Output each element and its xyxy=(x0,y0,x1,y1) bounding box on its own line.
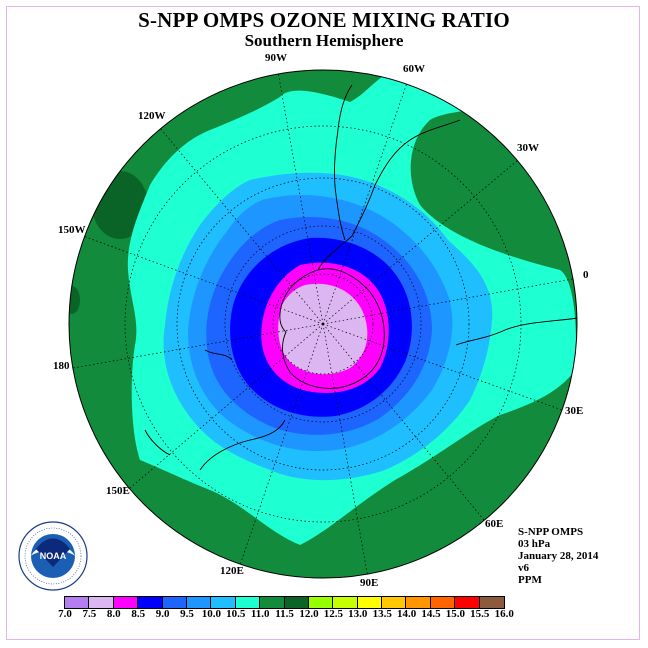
lat-circle-50 xyxy=(124,125,522,523)
figure-frame xyxy=(6,6,640,640)
south-america xyxy=(334,84,461,241)
colorbar-segment xyxy=(455,597,480,608)
lon-label-60e: 60E xyxy=(485,518,504,530)
colorbar-segment xyxy=(479,597,505,608)
lon-label-30e: 30E xyxy=(565,405,584,417)
noaa-logo-text: NOAA xyxy=(40,551,67,561)
lon-label-150e: 150E xyxy=(106,485,130,497)
colorbar-segment xyxy=(162,597,187,608)
colorbar-tick-label: 12.0 xyxy=(299,608,319,620)
colorbar-tick-label: 10.0 xyxy=(201,608,222,620)
map-subtitle: Southern Hemisphere xyxy=(244,31,404,50)
lon-label-0: 0 xyxy=(583,269,589,281)
colorbar-segment xyxy=(406,597,431,608)
lon-label-180: 180 xyxy=(53,360,70,372)
antarctica-coast xyxy=(279,268,385,389)
colorbar-tick-label: 11.5 xyxy=(275,608,294,620)
info-date: January 28, 2014 xyxy=(518,550,599,562)
new-zealand xyxy=(144,349,233,456)
colorbar-segment xyxy=(186,597,212,608)
colorbar-tick-label: 9.0 xyxy=(155,608,170,620)
colorbar-segment xyxy=(113,597,139,608)
colorbar xyxy=(64,596,506,609)
colorbar-segment xyxy=(235,597,261,608)
info-block: S-NPP OMPS 03 hPa January 28, 2014 v6 PP… xyxy=(518,526,598,586)
colorbar-segment xyxy=(211,597,236,608)
info-level: 03 hPa xyxy=(518,538,551,550)
map-title: S-NPP OMPS OZONE MIXING RATIO xyxy=(138,8,510,32)
lon-label-120w: 120W xyxy=(138,110,166,122)
coastlines xyxy=(144,84,577,471)
colorbar-tick-label: 14.5 xyxy=(421,608,441,620)
colorbar-tick-label: 7.5 xyxy=(82,608,97,620)
colorbar-tick-label: 11.0 xyxy=(250,608,270,620)
band-12-0-edge xyxy=(69,286,80,314)
colorbar-segment xyxy=(65,597,90,608)
info-units: PPM xyxy=(518,574,542,586)
map-boundary xyxy=(68,69,578,579)
meridian-60w xyxy=(322,79,409,325)
africa-tip xyxy=(455,317,577,346)
australia xyxy=(199,419,286,471)
meridian-120w xyxy=(159,127,324,325)
colorbar-tick-label: 13.5 xyxy=(372,608,392,620)
colorbar-tick-label: 15.5 xyxy=(470,608,490,620)
lat-circle-60 xyxy=(176,177,470,471)
band-8-0 xyxy=(278,283,368,375)
lon-label-60w: 60W xyxy=(403,63,425,75)
colorbar-segment xyxy=(357,597,383,608)
colorbar-tick-label: 14.0 xyxy=(396,608,417,620)
meridian-90w xyxy=(277,71,324,325)
colorbar-segment xyxy=(430,597,456,608)
colorbar-tick-label: 16.0 xyxy=(494,608,514,620)
colorbar-tick-label: 15.0 xyxy=(445,608,466,620)
colorbar-tick-label: 13.0 xyxy=(348,608,368,620)
noaa-logo: NOAA xyxy=(18,521,88,591)
meridian-150w xyxy=(82,235,324,325)
colorbar-segment xyxy=(138,597,163,608)
colorbar-segment xyxy=(382,597,407,608)
info-version: v6 xyxy=(518,562,529,574)
lat-circle-70 xyxy=(224,225,422,423)
lon-label-90w: 90W xyxy=(265,52,287,64)
colorbar-ticks: 7.0 7.5 8.0 8.5 9.0 9.5 10.0 10.5 11.0 11.5 12.0 12… xyxy=(0,608,648,622)
colorbar-tick-label: 8.5 xyxy=(131,608,146,620)
antarctic-peninsula xyxy=(317,235,353,271)
colorbar-segment xyxy=(260,597,285,608)
colorbar-segment xyxy=(284,597,309,608)
lon-label-150w: 150W xyxy=(58,224,86,236)
meridian-90e xyxy=(322,323,369,578)
lon-label-120e: 120E xyxy=(220,565,244,577)
meridian-120e xyxy=(239,323,324,566)
colorbar-segment xyxy=(308,597,334,608)
lon-label-90e: 90E xyxy=(360,577,379,589)
colorbar-segment xyxy=(333,597,358,608)
lat-circle-80 xyxy=(272,273,374,375)
colorbar-tick-label: 8.0 xyxy=(106,608,121,620)
colorbar-tick-label: 10.5 xyxy=(226,608,246,620)
colorbar-tick-label: 12.5 xyxy=(323,608,344,620)
info-instrument: S-NPP OMPS xyxy=(518,526,584,538)
colorbar-tick-label: 9.5 xyxy=(180,608,194,620)
lon-label-30w: 30W xyxy=(517,142,539,154)
meridian-30w xyxy=(322,159,519,325)
graticule xyxy=(72,71,577,578)
colorbar-tick-label: 7.0 xyxy=(58,608,72,620)
colorbar-segment xyxy=(89,597,114,608)
